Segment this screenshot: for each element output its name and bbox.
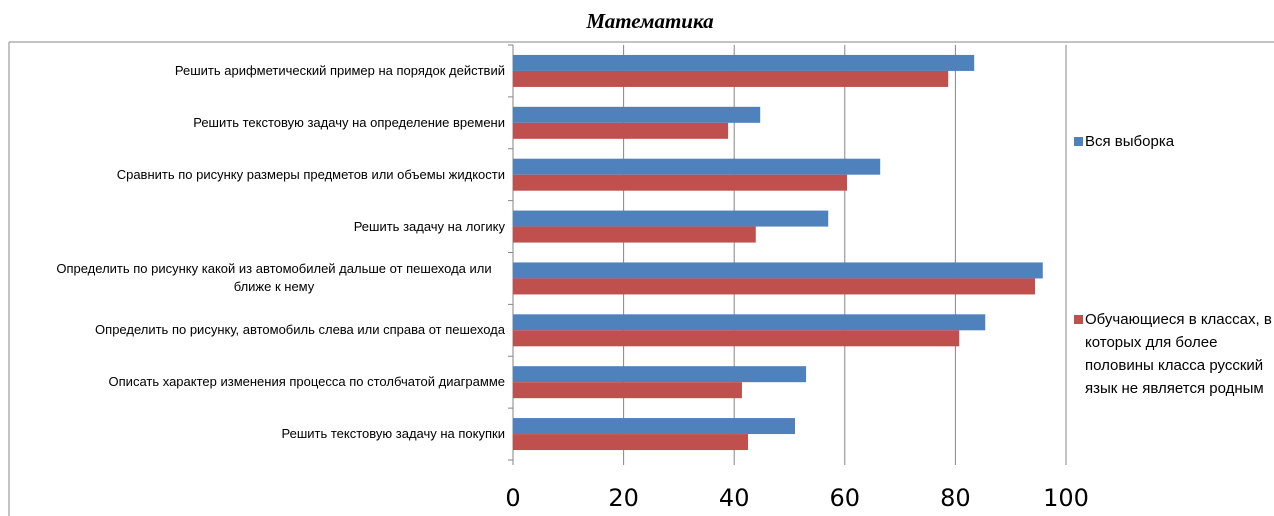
category-label-text: Решить текстовую задачу на определение в… [193, 114, 505, 130]
bar [513, 106, 761, 123]
bar [513, 278, 1036, 295]
bar [513, 70, 949, 87]
category-label-text: Решить арифметический пример на порядок … [174, 62, 505, 78]
chart-title: Математика [585, 9, 713, 33]
x-tick-label: 0 [505, 484, 520, 512]
x-tick-label: 80 [940, 484, 971, 512]
legend-entry-text: Вся выборка [1085, 133, 1175, 150]
legend-entry: Обучающиеся в классах, в которых для бол… [1085, 308, 1274, 400]
category-label-text: Определить по рисунку какой из автомобил… [56, 261, 492, 295]
bar [513, 382, 742, 399]
bar [513, 174, 848, 191]
category-label: Решить текстовую задачу на определение в… [20, 97, 505, 149]
category-label-text: Сравнить по рисунку размеры предметов ил… [116, 166, 505, 182]
category-label: Решить задачу на логику [20, 201, 505, 253]
category-label-text: Решить задачу на логику [353, 218, 505, 234]
bar [513, 54, 975, 71]
x-tick-label: 100 [1043, 484, 1089, 512]
legend-entry-text: Обучающиеся в классах, в которых для бол… [1085, 311, 1272, 397]
bar [513, 158, 881, 175]
category-label-text: Определить по рисунку, автомобиль слева … [95, 322, 505, 338]
bar [513, 262, 1043, 279]
category-label-text: Описать характер изменения процесса по с… [108, 374, 505, 390]
category-label: Решить текстовую задачу на покупки [20, 408, 505, 460]
bar [513, 122, 729, 139]
x-tick-label: 20 [608, 484, 639, 512]
bar [513, 366, 807, 383]
legend-entry: Вся выборка [1085, 130, 1274, 153]
category-label: Определить по рисунку какой из автомобил… [20, 253, 505, 305]
legend-swatch [1074, 137, 1083, 146]
bar [513, 418, 796, 435]
category-label: Описать характер изменения процесса по с… [20, 356, 505, 408]
category-label-text: Решить текстовую задачу на покупки [281, 426, 505, 442]
bar [513, 330, 960, 347]
bar [513, 434, 749, 451]
legend-swatch [1074, 315, 1083, 324]
bar [513, 210, 829, 227]
bar [513, 314, 986, 331]
x-tick-label: 60 [830, 484, 861, 512]
x-tick-label: 40 [719, 484, 750, 512]
bar [513, 226, 756, 243]
category-label: Определить по рисунку, автомобиль слева … [20, 304, 505, 356]
category-label: Сравнить по рисунку размеры предметов ил… [20, 149, 505, 201]
category-label: Решить арифметический пример на порядок … [20, 45, 505, 97]
